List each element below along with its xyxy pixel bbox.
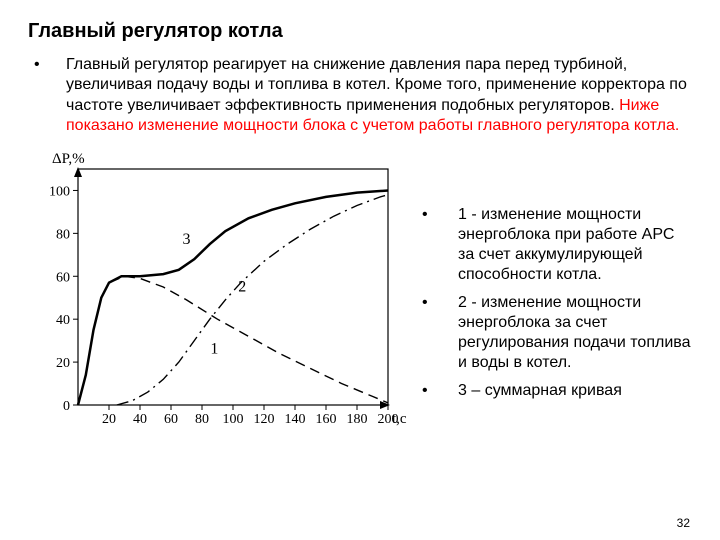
svg-text:20: 20	[102, 412, 116, 427]
svg-text:120: 120	[254, 412, 275, 427]
legend-text: 3 – суммарная кривая	[458, 382, 622, 399]
chart-container: 02040608010020406080100120140160180200ΔP…	[28, 147, 418, 442]
para-black: Главный регулятор реагирует на снижение …	[66, 56, 687, 114]
svg-text:100: 100	[49, 184, 70, 199]
svg-text:100: 100	[223, 412, 244, 427]
chart-svg: 02040608010020406080100120140160180200ΔP…	[28, 147, 418, 437]
svg-text:0: 0	[63, 399, 70, 414]
svg-text:60: 60	[56, 270, 70, 285]
svg-text:160: 160	[316, 412, 337, 427]
svg-text:2: 2	[238, 278, 246, 295]
svg-text:3: 3	[183, 231, 191, 248]
legend-item: •2 - изменение мощности энергоблока за с…	[440, 293, 692, 373]
svg-text:40: 40	[56, 313, 70, 328]
page-title: Главный регулятор котла	[28, 20, 692, 43]
svg-text:140: 140	[285, 412, 306, 427]
legend-text: 2 - изменение мощности энергоблока за сч…	[458, 294, 690, 371]
bullet-icon: •	[440, 293, 458, 313]
svg-text:80: 80	[56, 227, 70, 242]
intro-paragraph: •Главный регулятор реагирует на снижение…	[50, 55, 692, 137]
svg-text:60: 60	[164, 412, 178, 427]
legend-item: •3 – суммарная кривая	[440, 381, 692, 401]
page-number: 32	[677, 516, 690, 530]
svg-text:ΔP,%: ΔP,%	[52, 151, 85, 167]
svg-text:180: 180	[347, 412, 368, 427]
svg-text:80: 80	[195, 412, 209, 427]
svg-text:20: 20	[56, 356, 70, 371]
svg-text:1: 1	[210, 340, 218, 357]
legend: •1 - изменение мощности энергоблока при …	[440, 147, 692, 409]
svg-text:t,c: t,c	[392, 411, 407, 427]
bullet-icon: •	[440, 381, 458, 401]
svg-text:40: 40	[133, 412, 147, 427]
bullet-icon: •	[50, 55, 66, 75]
legend-item: •1 - изменение мощности энергоблока при …	[440, 205, 692, 285]
bullet-icon: •	[440, 205, 458, 225]
content-row: 02040608010020406080100120140160180200ΔP…	[28, 147, 692, 442]
legend-text: 1 - изменение мощности энергоблока при р…	[458, 206, 674, 283]
